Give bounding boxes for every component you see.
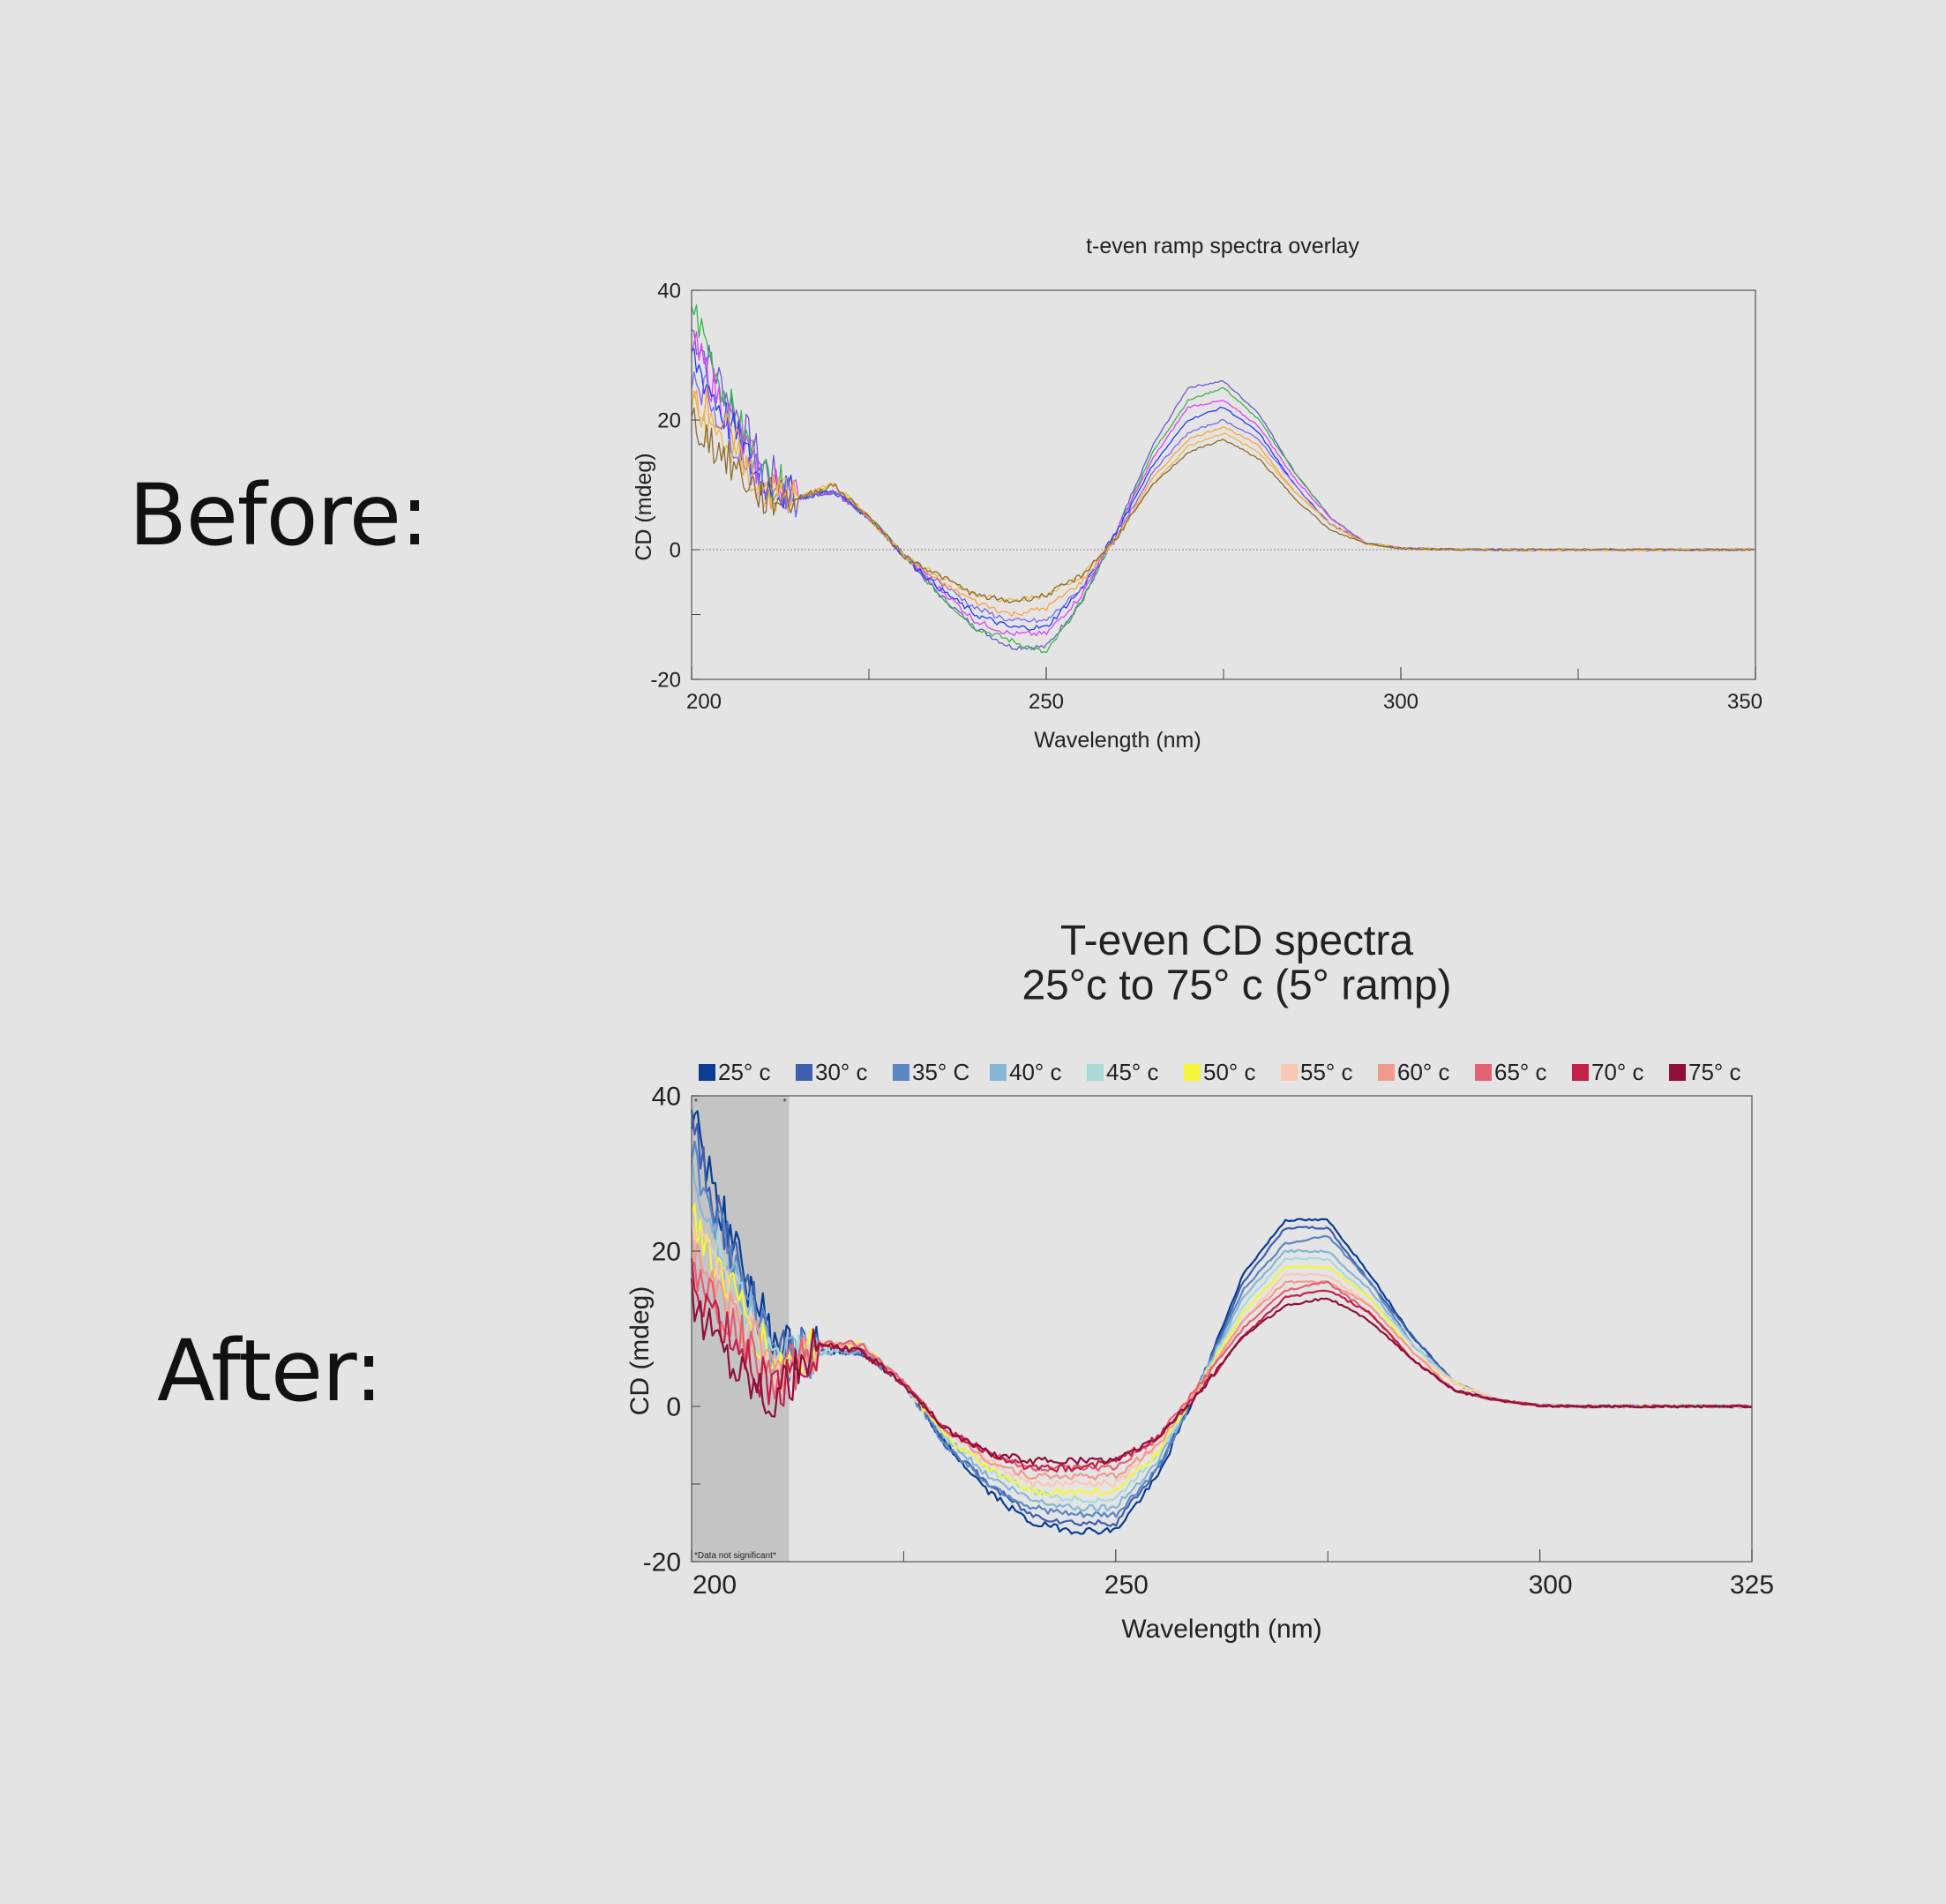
legend-label: 35° C bbox=[912, 1059, 969, 1085]
not-significant-note: *Data not significant* bbox=[694, 1551, 776, 1561]
legend-label: 70° c bbox=[1591, 1059, 1644, 1085]
y-tick-label: 40 bbox=[652, 1083, 681, 1112]
legend-label: 75° c bbox=[1688, 1059, 1741, 1085]
x-tick-label: 200 bbox=[692, 1570, 737, 1600]
legend-label: 45° c bbox=[1106, 1059, 1159, 1085]
y-tick-label: -20 bbox=[643, 1548, 681, 1578]
y-tick-label: -20 bbox=[650, 668, 681, 692]
legend-swatch bbox=[893, 1064, 909, 1081]
x-tick-label: 350 bbox=[1727, 690, 1763, 714]
chart-subtitle: 25°c to 75° c (5° ramp) bbox=[1022, 962, 1451, 1008]
before-label: Before: bbox=[129, 466, 429, 565]
series-line-7 bbox=[691, 407, 1755, 603]
x-tick-label: 250 bbox=[1104, 1570, 1149, 1600]
series-line-4 bbox=[691, 371, 1755, 624]
plot-frame bbox=[691, 289, 1756, 680]
chart-title: t-even ramp spectra overlay bbox=[1086, 234, 1359, 259]
y-tick-label: 20 bbox=[652, 1238, 681, 1267]
series-line-70c bbox=[690, 1257, 1752, 1473]
legend-swatch bbox=[699, 1064, 715, 1081]
legend-label: 65° c bbox=[1494, 1059, 1547, 1085]
after-label: After: bbox=[157, 1322, 383, 1421]
series-line-5 bbox=[691, 387, 1755, 618]
legend-label: 50° c bbox=[1203, 1059, 1256, 1085]
x-tick-label: 325 bbox=[1730, 1570, 1774, 1600]
series-line-3 bbox=[691, 348, 1755, 632]
y-tick-label: 20 bbox=[657, 409, 681, 432]
plot-frame bbox=[691, 1095, 1753, 1563]
series-line-25c bbox=[690, 1110, 1753, 1535]
legend-swatch bbox=[1087, 1064, 1104, 1081]
legend-label: 40° c bbox=[1009, 1059, 1062, 1085]
series-line-6 bbox=[691, 389, 1755, 603]
x-tick-label: 250 bbox=[1029, 690, 1064, 714]
legend-label: 55° c bbox=[1300, 1059, 1353, 1085]
chart-title: T-even CD spectra bbox=[1060, 918, 1413, 964]
x-axis-label: Wavelength (nm) bbox=[1121, 1615, 1321, 1644]
legend-swatch bbox=[796, 1064, 812, 1081]
legend-swatch bbox=[990, 1064, 1007, 1081]
legend-swatch bbox=[1572, 1064, 1589, 1081]
legend-swatch bbox=[1378, 1064, 1395, 1081]
x-tick-label: 200 bbox=[686, 690, 722, 714]
series-line-2 bbox=[691, 331, 1755, 637]
series-line-65c bbox=[691, 1261, 1752, 1473]
legend-swatch bbox=[1281, 1064, 1298, 1081]
series-line-30c bbox=[690, 1109, 1752, 1527]
y-axis-label: CD (mdeg) bbox=[632, 453, 656, 560]
y-axis-label: CD (mdeg) bbox=[625, 1286, 655, 1416]
y-tick-label: 40 bbox=[657, 279, 681, 303]
y-tick-label: 0 bbox=[666, 1393, 681, 1422]
region-marker-right: * bbox=[783, 1098, 787, 1107]
legend-swatch bbox=[1475, 1064, 1492, 1081]
x-tick-label: 300 bbox=[1529, 1570, 1573, 1600]
legend-label: 25° c bbox=[718, 1059, 771, 1085]
legend-label: 60° c bbox=[1397, 1059, 1450, 1085]
series-line-75c bbox=[690, 1278, 1752, 1465]
legend-swatch bbox=[1669, 1064, 1686, 1081]
region-marker-left: * bbox=[694, 1098, 698, 1107]
x-tick-label: 300 bbox=[1383, 690, 1418, 714]
legend-label: 30° c bbox=[815, 1059, 868, 1085]
legend-swatch bbox=[1184, 1064, 1201, 1081]
y-tick-label: 0 bbox=[670, 538, 681, 562]
series-line-0 bbox=[691, 329, 1755, 651]
x-axis-label: Wavelength (nm) bbox=[1034, 728, 1201, 753]
series-line-1 bbox=[691, 304, 1755, 654]
